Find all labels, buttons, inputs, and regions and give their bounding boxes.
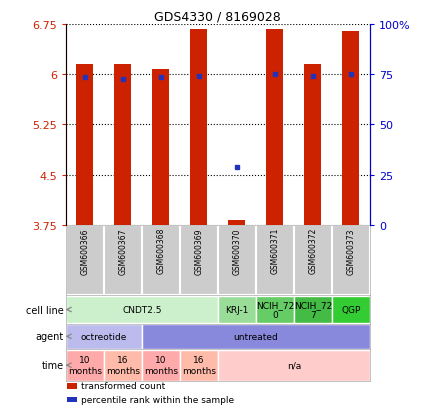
Bar <box>66 324 142 349</box>
Bar <box>76 65 94 225</box>
Bar <box>266 29 283 225</box>
Bar <box>218 296 256 323</box>
Text: GSM600369: GSM600369 <box>194 228 203 274</box>
Text: cell line: cell line <box>26 305 64 315</box>
Bar <box>218 350 370 381</box>
Text: KRJ-1: KRJ-1 <box>225 305 249 314</box>
Text: GSM600366: GSM600366 <box>80 228 89 274</box>
Text: untreated: untreated <box>233 332 278 341</box>
Text: agent: agent <box>35 332 64 342</box>
Text: NCIH_72
0: NCIH_72 0 <box>256 300 294 319</box>
Bar <box>256 296 294 323</box>
Bar <box>294 225 332 296</box>
Text: time: time <box>42 360 64 370</box>
Text: GSM600372: GSM600372 <box>308 228 317 274</box>
Bar <box>218 225 256 296</box>
Text: GSM600371: GSM600371 <box>270 228 279 274</box>
Bar <box>142 225 180 296</box>
Text: n/a: n/a <box>286 361 301 370</box>
Bar <box>68 383 77 389</box>
Text: 16
months: 16 months <box>182 356 216 375</box>
Bar <box>66 350 104 381</box>
Bar <box>256 225 294 296</box>
Bar <box>142 324 370 349</box>
Bar <box>104 350 142 381</box>
Text: 10
months: 10 months <box>144 356 178 375</box>
Bar <box>190 29 207 225</box>
Text: GSM600373: GSM600373 <box>346 228 355 274</box>
Bar <box>332 296 370 323</box>
Title: GDS4330 / 8169028: GDS4330 / 8169028 <box>154 11 281 24</box>
Bar <box>332 225 370 296</box>
Text: CNDT2.5: CNDT2.5 <box>122 305 162 314</box>
Text: percentile rank within the sample: percentile rank within the sample <box>81 395 234 404</box>
Bar <box>142 350 180 381</box>
Text: 10
months: 10 months <box>68 356 102 375</box>
Bar <box>68 397 77 402</box>
Bar <box>114 65 131 225</box>
Bar <box>66 296 218 323</box>
Bar <box>342 31 359 225</box>
Bar <box>180 225 218 296</box>
Text: GSM600368: GSM600368 <box>156 228 165 274</box>
Text: transformed count: transformed count <box>81 382 165 391</box>
Text: 16
months: 16 months <box>106 356 140 375</box>
Text: octreotide: octreotide <box>81 332 127 341</box>
Bar <box>152 70 170 225</box>
Text: NCIH_72
7: NCIH_72 7 <box>294 300 332 319</box>
Text: GSM600370: GSM600370 <box>232 228 241 274</box>
Text: QGP: QGP <box>341 305 360 314</box>
Bar <box>180 350 218 381</box>
Bar <box>66 225 104 296</box>
Bar <box>304 65 321 225</box>
Bar <box>104 225 142 296</box>
Bar <box>294 296 332 323</box>
Text: GSM600367: GSM600367 <box>118 228 127 274</box>
Bar <box>228 220 245 225</box>
